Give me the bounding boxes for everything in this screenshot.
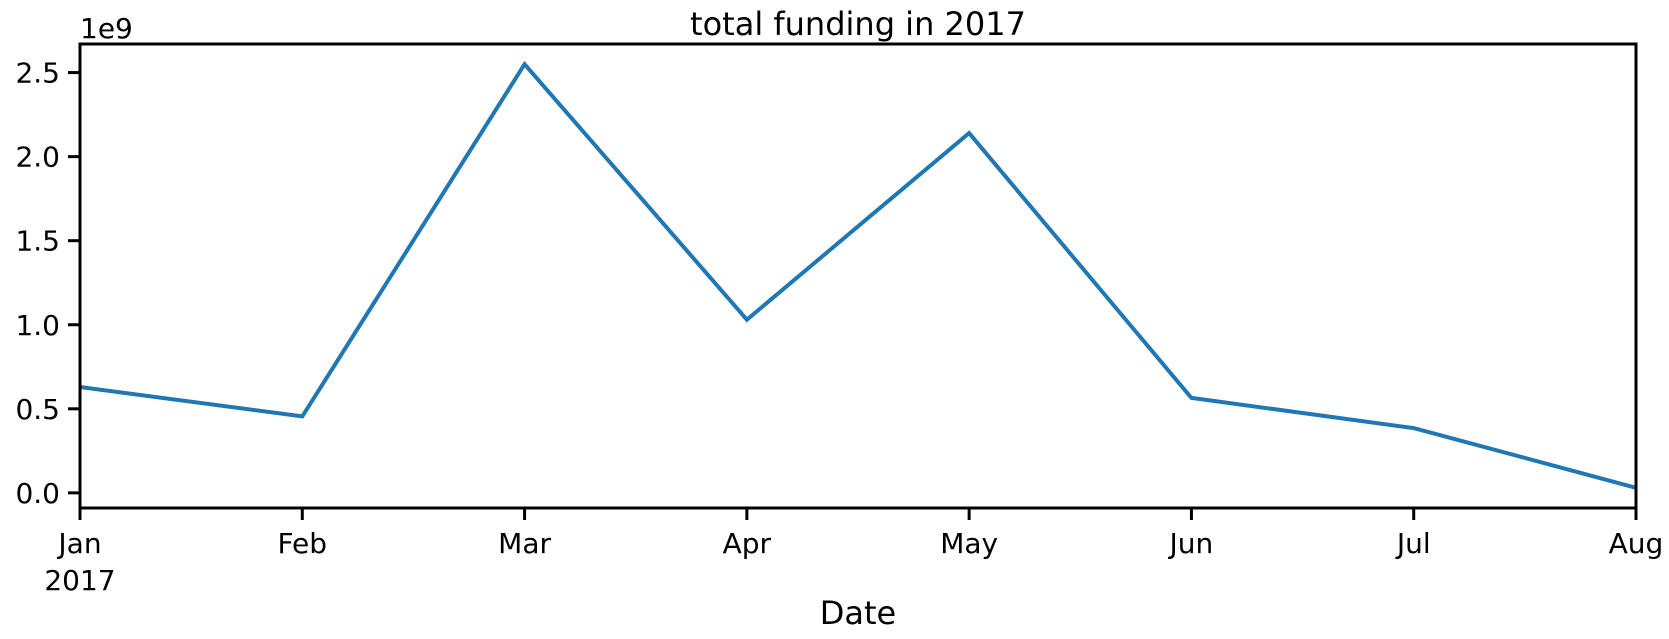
funding-series-line: [79, 60, 1637, 490]
x-tick-label: Jan: [56, 527, 101, 560]
x-tick-label: Jul: [1395, 527, 1431, 560]
x-tick-label: Feb: [277, 527, 327, 560]
x-tick-label: Aug: [1609, 527, 1664, 560]
y-axis-offset-label: 1e9: [80, 12, 133, 45]
x-axis-year-label: 2017: [44, 564, 115, 597]
y-tick-label: 0.0: [15, 477, 60, 510]
x-axis-label: Date: [820, 594, 896, 632]
y-tick-label: 2.5: [15, 57, 60, 90]
x-tick-label: May: [940, 527, 998, 560]
x-tick-label: Mar: [498, 527, 551, 560]
x-tick-label: Jun: [1168, 527, 1214, 560]
plot-area-frame: [78, 42, 1638, 510]
y-tick-label: 1.0: [15, 309, 60, 342]
y-axis-ticks: 0.0 0.5 1.0 1.5 2.0 2.5: [15, 57, 80, 510]
y-tick-label: 1.5: [15, 225, 60, 258]
x-axis-ticks: Jan Feb Mar Apr May Jun Jul Aug: [56, 508, 1663, 560]
x-tick-label: Apr: [723, 527, 772, 560]
chart-title: total funding in 2017: [690, 5, 1026, 43]
y-tick-label: 0.5: [15, 393, 60, 426]
y-tick-label: 2.0: [15, 141, 60, 174]
